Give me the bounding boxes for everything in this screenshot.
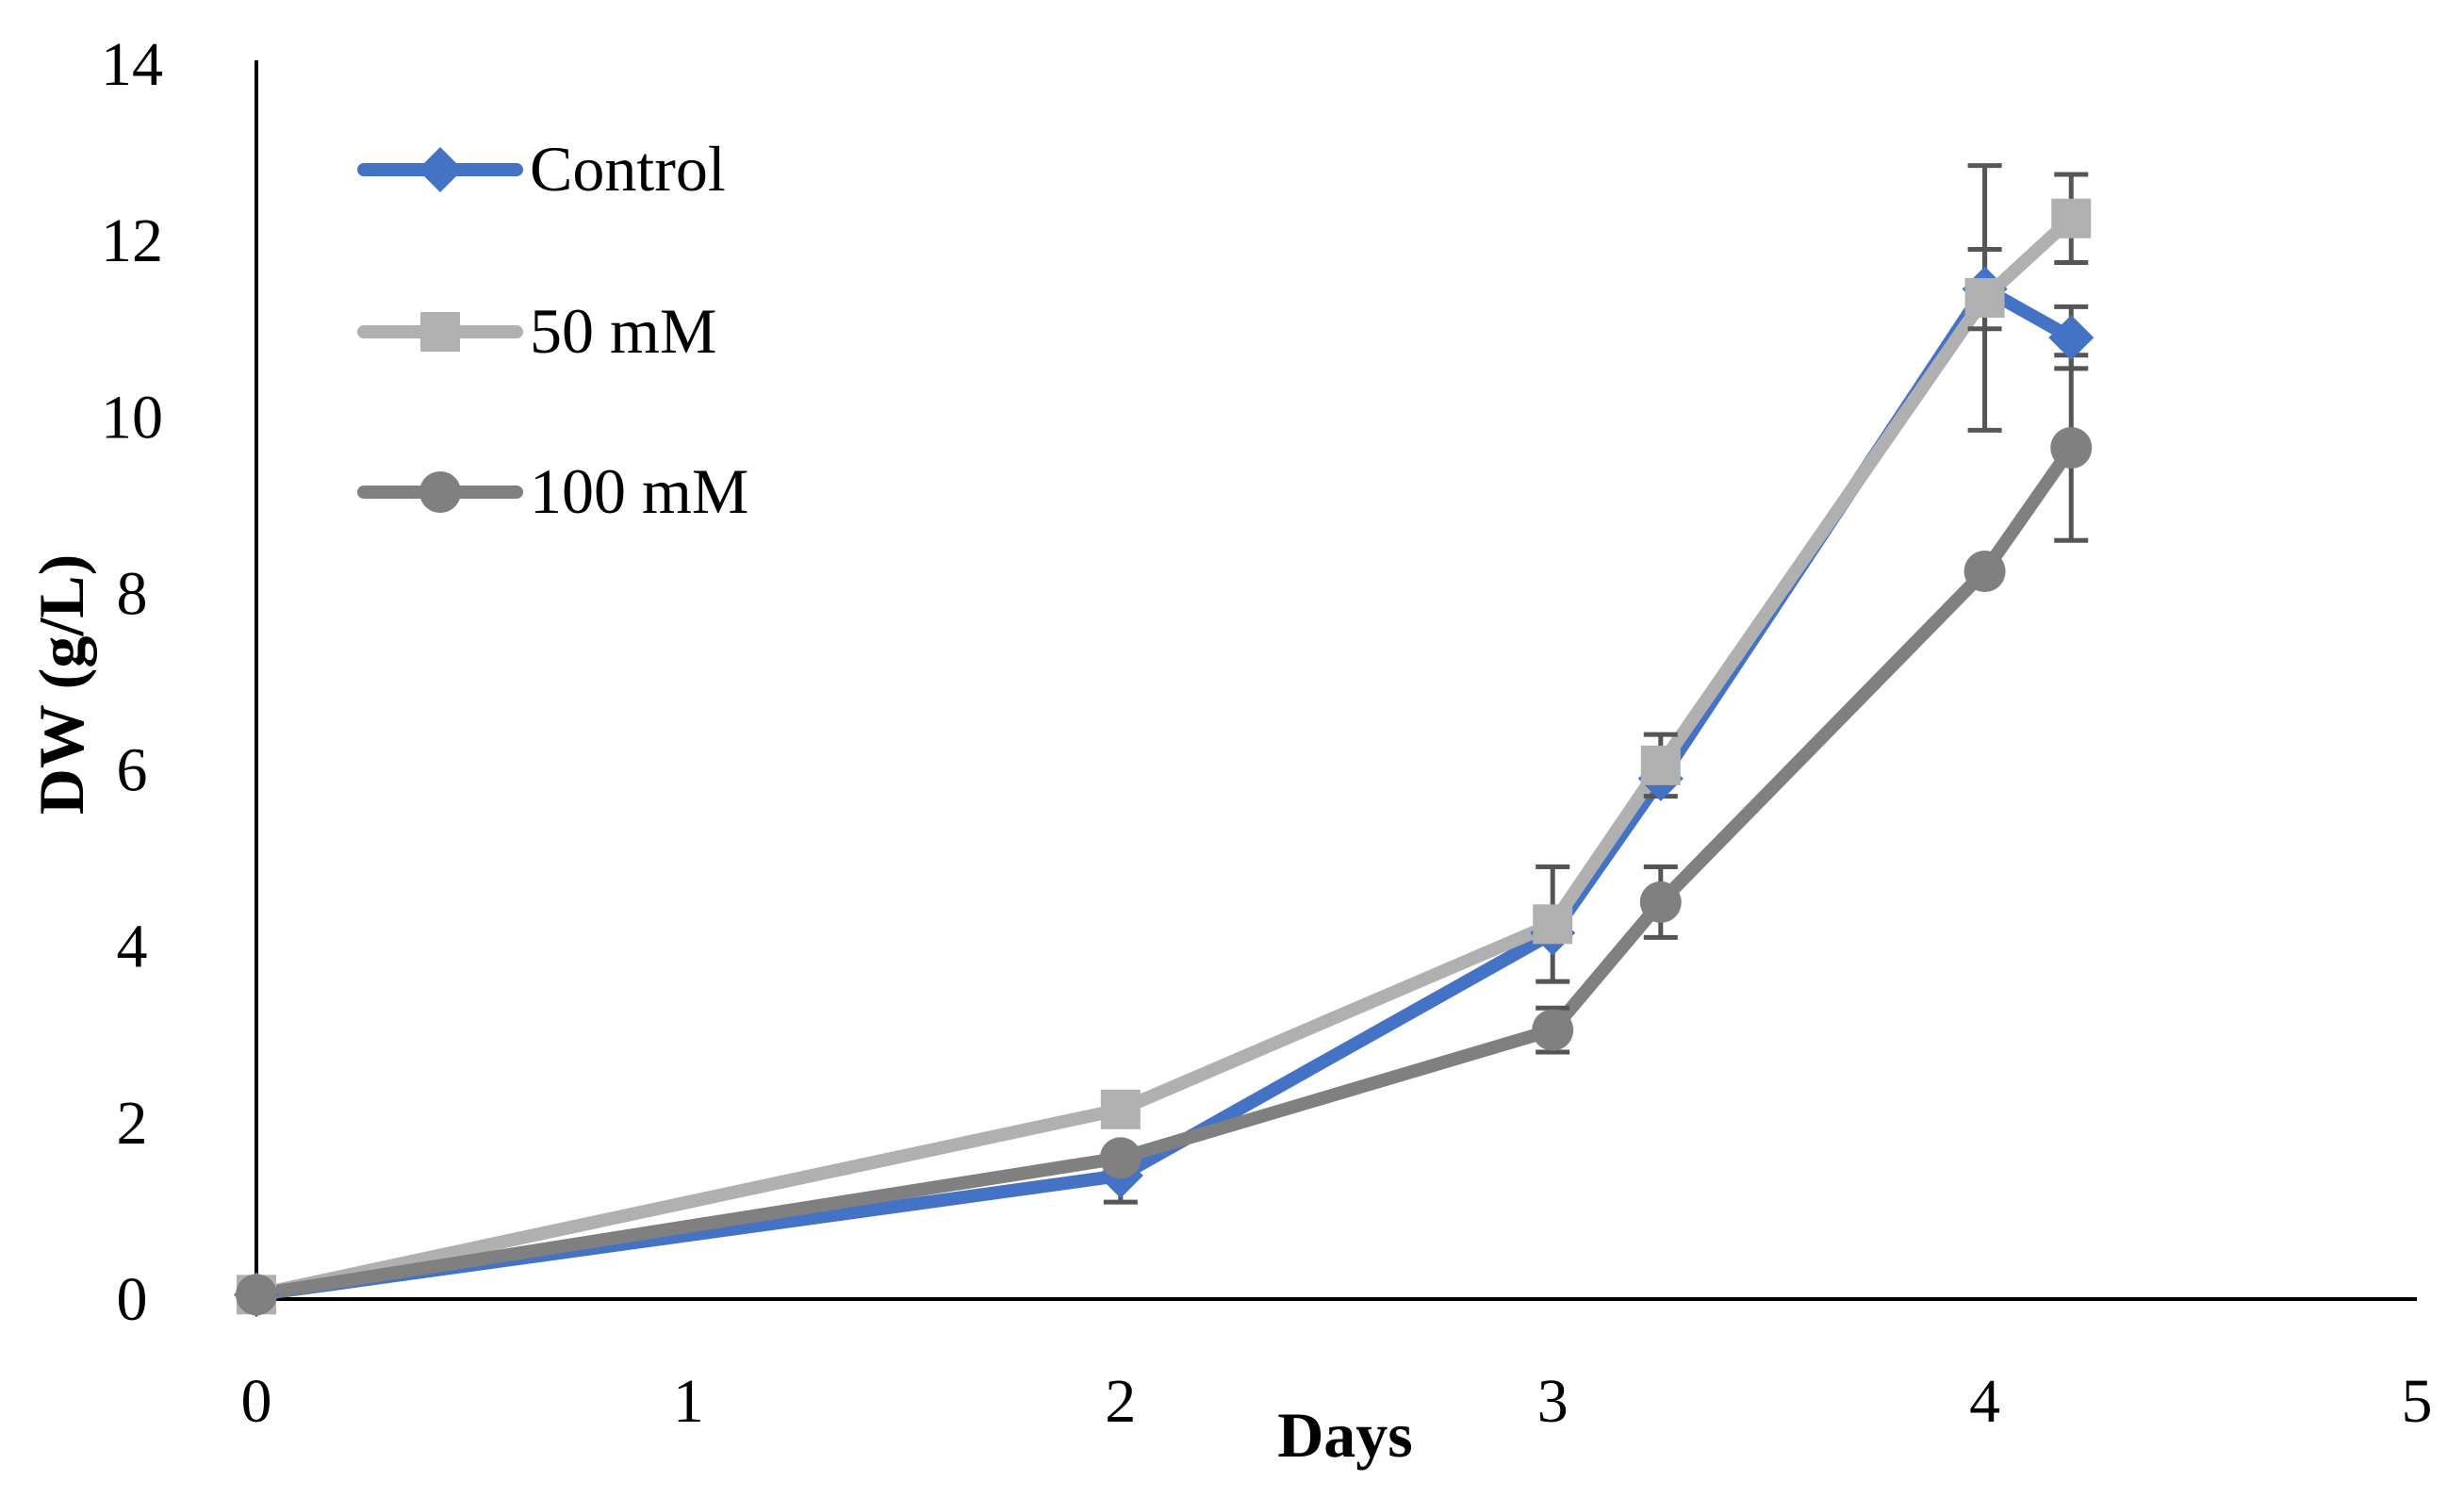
legend-swatch-marker bbox=[419, 471, 461, 513]
data-point-100-mm-0 bbox=[236, 1274, 277, 1316]
series bbox=[250, 211, 2078, 1302]
data-point-50-mm-5 bbox=[2051, 198, 2092, 239]
data-point-50-mm-2 bbox=[1533, 904, 1573, 945]
y-tick-label-0: 0 bbox=[117, 1265, 148, 1334]
legend-item-50-mm: 50 mM bbox=[357, 295, 716, 367]
x-axis-title: Days bbox=[1277, 1399, 1413, 1471]
x-tick-label-3: 3 bbox=[1537, 1367, 1569, 1436]
data-point-50-mm-3 bbox=[1640, 745, 1681, 785]
legend: Control 50 mM 100 mM bbox=[357, 133, 748, 527]
x-tick-label-1: 1 bbox=[673, 1367, 704, 1436]
legend-item-control: Control bbox=[357, 133, 726, 205]
y-tick-label-4: 4 bbox=[117, 913, 148, 981]
legend-swatch-marker bbox=[420, 312, 460, 352]
x-tick-label-0: 0 bbox=[241, 1367, 272, 1436]
legend-label: 100 mM bbox=[530, 455, 748, 527]
y-tick-label-6: 6 bbox=[117, 736, 148, 805]
markers bbox=[234, 198, 2094, 1318]
series-line-100-mm bbox=[250, 441, 2078, 1302]
x-tick-label-5: 5 bbox=[2402, 1367, 2433, 1436]
axes bbox=[255, 60, 2417, 1301]
x-tick-label-4: 4 bbox=[1969, 1367, 2000, 1436]
x-tick-label-2: 2 bbox=[1105, 1367, 1136, 1436]
y-tick-label-14: 14 bbox=[101, 30, 163, 99]
y-tick-label-8: 8 bbox=[117, 559, 148, 628]
data-point-50-mm-4 bbox=[1964, 277, 2005, 318]
legend-swatch-marker bbox=[418, 147, 463, 192]
data-point-100-mm-4 bbox=[1963, 551, 2006, 593]
data-point-100-mm-2 bbox=[1532, 1009, 1574, 1051]
y-tick-label-12: 12 bbox=[101, 206, 163, 275]
data-point-100-mm-1 bbox=[1099, 1137, 1142, 1179]
data-point-control-5 bbox=[2048, 315, 2094, 361]
y-tick-label-10: 10 bbox=[101, 383, 163, 452]
y-axis-title: DW (g/L) bbox=[25, 554, 97, 815]
y-tick-label-2: 2 bbox=[117, 1089, 148, 1158]
data-point-100-mm-3 bbox=[1639, 881, 1682, 923]
legend-item-100-mm: 100 mM bbox=[357, 455, 748, 527]
legend-label: 50 mM bbox=[530, 295, 716, 367]
legend-label: Control bbox=[530, 133, 726, 205]
data-point-50-mm-1 bbox=[1100, 1089, 1141, 1129]
data-point-100-mm-5 bbox=[2050, 427, 2093, 469]
